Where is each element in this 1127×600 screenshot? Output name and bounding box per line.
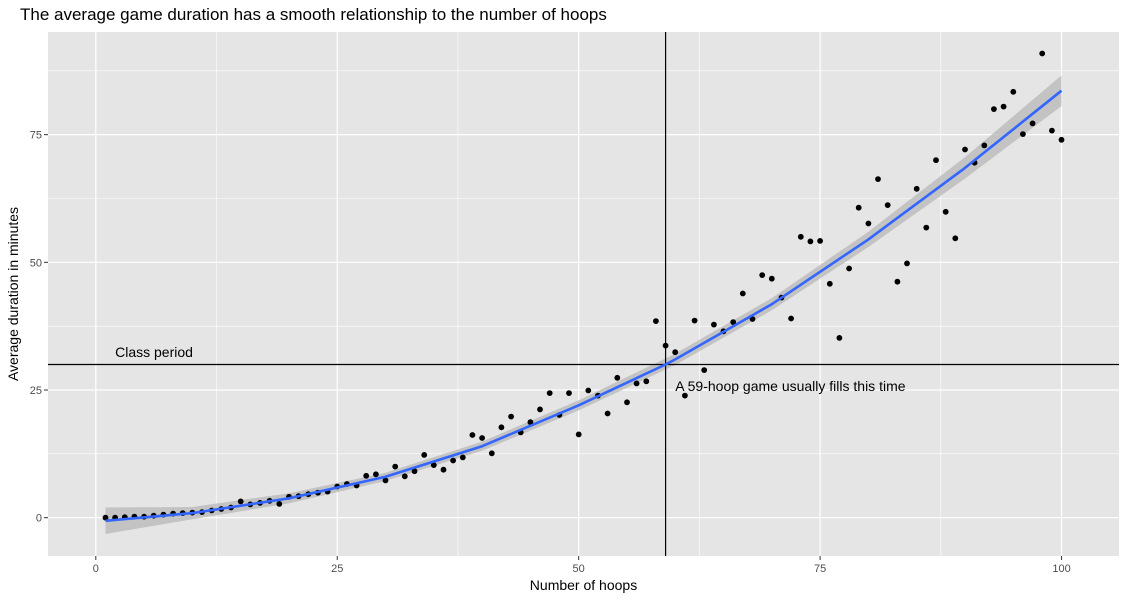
data-point: [459, 454, 466, 461]
data-point: [884, 202, 891, 209]
data-point: [585, 387, 592, 394]
data-point: [942, 208, 949, 215]
data-point: [759, 272, 766, 278]
data-point: [875, 176, 881, 183]
data-point: [1058, 136, 1065, 143]
data-point: [575, 431, 582, 438]
x-tick-label: 0: [93, 563, 99, 575]
x-tick-label: 75: [814, 563, 826, 575]
chart-title: The average game duration has a smooth r…: [20, 5, 607, 24]
data-point: [633, 380, 640, 387]
annotation-layer: Class period A 59-hoop game usually fills…: [115, 344, 906, 394]
data-point: [701, 367, 708, 373]
data-point: [788, 315, 794, 322]
data-point: [537, 406, 543, 413]
data-point: [508, 413, 514, 420]
x-axis-title: Number of hoops: [530, 577, 637, 593]
data-point: [991, 106, 997, 112]
x-axis-ticks: 0 25 50 75 100: [93, 556, 1071, 575]
data-point: [1039, 50, 1046, 57]
smooth-layer: [105, 89, 1063, 523]
data-point: [730, 319, 737, 325]
data-point: [797, 233, 804, 240]
points-layer: [102, 50, 1065, 521]
data-point: [904, 260, 910, 267]
smooth-trend-line: [105, 89, 1063, 523]
data-point: [682, 392, 688, 399]
data-point: [962, 146, 968, 153]
data-point: [401, 473, 408, 480]
data-point: [952, 235, 959, 242]
data-point: [392, 463, 399, 470]
x-tick-label: 100: [1052, 563, 1070, 575]
data-point: [807, 238, 814, 245]
y-tick-label: 0: [36, 513, 42, 525]
y-tick-label: 75: [30, 130, 42, 142]
data-point: [624, 399, 630, 406]
data-point: [237, 498, 244, 505]
data-point: [865, 220, 872, 227]
data-point: [498, 424, 505, 431]
data-point: [1020, 131, 1026, 138]
data-point: [933, 157, 939, 164]
data-point: [894, 278, 901, 285]
data-point: [768, 275, 775, 282]
data-point: [1010, 88, 1017, 95]
data-point: [430, 462, 437, 468]
data-point: [662, 342, 669, 349]
data-point: [382, 477, 389, 484]
data-point: [373, 471, 379, 478]
annotation-text: Class period: [115, 344, 193, 360]
data-point: [855, 204, 862, 211]
x-tick-label: 25: [331, 563, 343, 575]
data-point: [479, 435, 485, 441]
data-point: [711, 321, 717, 328]
grid-minor: [48, 32, 1119, 556]
data-point: [488, 450, 495, 457]
data-point: [604, 410, 611, 417]
data-point: [826, 280, 833, 287]
data-point: [643, 378, 650, 385]
data-point: [1029, 120, 1036, 127]
y-axis-ticks: 0 25 50 75: [30, 130, 48, 525]
y-axis-title: Average duration in minutes: [5, 207, 21, 381]
data-point: [363, 472, 370, 479]
data-point: [546, 390, 553, 396]
data-point: [923, 224, 930, 231]
data-point: [846, 265, 852, 272]
data-point: [1000, 103, 1007, 110]
data-point: [527, 419, 534, 426]
data-point: [653, 318, 659, 324]
y-tick-label: 25: [30, 385, 42, 397]
data-point: [469, 432, 476, 438]
data-point: [981, 142, 988, 149]
data-point: [566, 390, 572, 396]
annotation-text: A 59-hoop game usually fills this time: [675, 378, 906, 394]
data-point: [1049, 127, 1055, 134]
data-point: [672, 349, 679, 356]
data-point: [421, 452, 428, 458]
data-point: [817, 238, 823, 244]
data-point: [614, 374, 621, 381]
y-tick-label: 50: [30, 257, 42, 269]
data-point: [739, 290, 746, 297]
data-point: [836, 335, 843, 341]
grid-major: [48, 32, 1119, 556]
plot-panel: [48, 32, 1119, 556]
data-point: [102, 514, 109, 521]
data-point: [691, 317, 698, 324]
x-tick-label: 50: [573, 563, 585, 575]
data-point: [440, 466, 447, 473]
data-point: [913, 185, 920, 192]
data-point: [276, 501, 283, 507]
data-point: [450, 457, 456, 464]
reference-lines: [48, 32, 1119, 556]
data-point: [411, 468, 418, 475]
